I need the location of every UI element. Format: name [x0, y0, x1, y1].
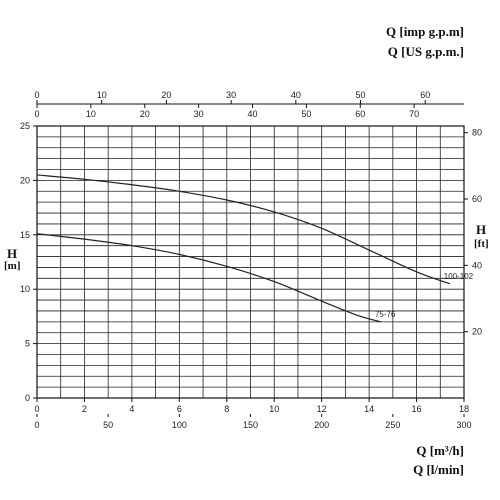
- bottom-axis-ticks: 0 2 4 6 8 10 12 14 16 18 0 50 100 150 200 250 300: [34, 398, 472, 430]
- series-label-100-102: 100-102: [444, 272, 474, 281]
- lmin-tick-label: 200: [314, 420, 329, 430]
- us-gpm-tick-label: 10: [86, 109, 96, 119]
- plot-frame: [36, 125, 465, 399]
- h-ft-title: H: [476, 222, 487, 237]
- imp-gpm-tick-label: 0: [34, 90, 39, 100]
- m3h-tick-label: 0: [34, 404, 39, 414]
- series-group: 100-102 75-76: [36, 174, 474, 323]
- ft-tick-label: 40: [472, 260, 482, 270]
- us-gpm-tick-label: 20: [140, 109, 150, 119]
- imp-gpm-tick-label: 10: [97, 90, 107, 100]
- lmin-tick-label: 50: [103, 420, 113, 430]
- lmin-tick-label: 250: [385, 420, 400, 430]
- us-gpm-tick-label: 70: [409, 109, 419, 119]
- imp-gpm-tick-label: 30: [226, 90, 236, 100]
- ft-tick-label: 20: [472, 327, 482, 337]
- m-tick-label: 15: [20, 230, 30, 240]
- h-ft-unit: [ft]: [474, 238, 489, 250]
- m3h-tick-label: 2: [82, 404, 87, 414]
- imp-gpm-tick-label: 40: [291, 90, 301, 100]
- right-axis-ticks: 20 40 60 80: [464, 128, 482, 337]
- imp-gpm-tick-label: 60: [420, 90, 430, 100]
- m3h-tick-label: 16: [412, 404, 422, 414]
- lmin-tick-label: 150: [243, 420, 258, 430]
- top-axis-gpm: 0 10 20 30 40 50 600 10 20 30 40 50 60 70: [34, 90, 464, 119]
- imp-gpm-unit-label: Q [imp g.p.m]: [386, 24, 464, 39]
- m3h-tick-label: 6: [177, 404, 182, 414]
- m-tick-label: 25: [20, 121, 30, 131]
- us-gpm-tick-label: 60: [355, 109, 365, 119]
- ft-tick-label: 60: [472, 194, 482, 204]
- m3h-unit-label: Q [m³/h]: [416, 443, 464, 458]
- m-tick-label: 20: [20, 175, 30, 185]
- lmin-unit-label: Q [l/min]: [413, 462, 464, 477]
- lmin-tick-label: 300: [456, 420, 471, 430]
- series-label-75-76: 75-76: [375, 310, 396, 319]
- plot-border: [36, 125, 465, 399]
- grid: [37, 126, 464, 398]
- h-m-unit: [m]: [4, 260, 21, 272]
- m3h-tick-label: 8: [224, 404, 229, 414]
- m-tick-label: 5: [25, 339, 30, 349]
- m3h-tick-label: 4: [129, 404, 134, 414]
- us-gpm-tick-label: 0: [34, 109, 39, 119]
- us-gpm-tick-label: 50: [301, 109, 311, 119]
- imp-gpm-tick-label: 20: [161, 90, 171, 100]
- m3h-tick-label: 10: [269, 404, 279, 414]
- imp-gpm-tick-label: 50: [356, 90, 366, 100]
- ft-tick-label: 80: [472, 128, 482, 138]
- us-gpm-tick-label: 40: [248, 109, 258, 119]
- m-tick-label: 10: [20, 284, 30, 294]
- us-gpm-tick-label: 30: [194, 109, 204, 119]
- m3h-tick-label: 18: [459, 404, 469, 414]
- series-line-100-102: [36, 174, 450, 285]
- us-gpm-unit-label: Q [US g.p.m.]: [387, 44, 464, 59]
- series-line-75-76: [36, 233, 382, 323]
- lmin-tick-label: 100: [172, 420, 187, 430]
- h-m-title: H: [7, 246, 18, 261]
- m-tick-label: 0: [25, 393, 30, 403]
- m3h-tick-label: 14: [364, 404, 374, 414]
- left-axis-ticks: 0 5 10 15 20 25: [20, 121, 37, 403]
- lmin-tick-label: 0: [34, 420, 39, 430]
- m3h-tick-label: 12: [317, 404, 327, 414]
